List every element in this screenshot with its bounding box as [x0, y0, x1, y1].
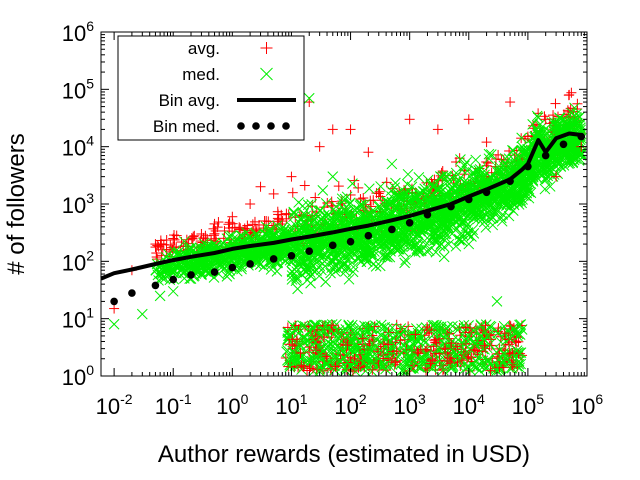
cross-stroke: [310, 213, 322, 224]
med-point: [470, 154, 482, 166]
avg-point: [353, 182, 364, 193]
med-point: [317, 184, 329, 196]
avg-point: [242, 220, 253, 231]
avg-point: [299, 180, 310, 191]
avg-point: [259, 215, 270, 226]
avg-point: [276, 209, 287, 220]
cross-stroke: [226, 230, 238, 242]
avg-point: [287, 187, 298, 198]
avg-point: [188, 231, 199, 242]
med-point: [402, 168, 414, 180]
avg-point: [550, 98, 561, 109]
avg-point: [189, 230, 200, 241]
med-point: [226, 230, 238, 242]
avg-point: [368, 195, 379, 206]
avg-point: [345, 189, 356, 200]
avg-point: [168, 241, 179, 252]
avg-point: [213, 217, 224, 228]
med-point: [363, 183, 375, 194]
cross-stroke: [313, 270, 325, 282]
avg-point: [224, 217, 235, 228]
avg-point: [209, 228, 220, 239]
med-point: [320, 276, 331, 288]
cross-stroke: [288, 206, 300, 218]
med-point: [413, 172, 425, 183]
med-point: [375, 181, 386, 192]
avg-point: [151, 252, 162, 263]
avg-point: [157, 244, 168, 255]
avg-point: [333, 181, 344, 192]
cross-stroke: [363, 183, 375, 194]
avg-point: [562, 105, 573, 116]
avg-point: [281, 208, 292, 219]
avg-point: [566, 87, 577, 98]
avg-point: [349, 175, 360, 186]
avg-point: [374, 186, 385, 197]
avg-point: [273, 214, 284, 225]
avg-point: [247, 219, 258, 230]
cross-stroke: [375, 181, 386, 192]
